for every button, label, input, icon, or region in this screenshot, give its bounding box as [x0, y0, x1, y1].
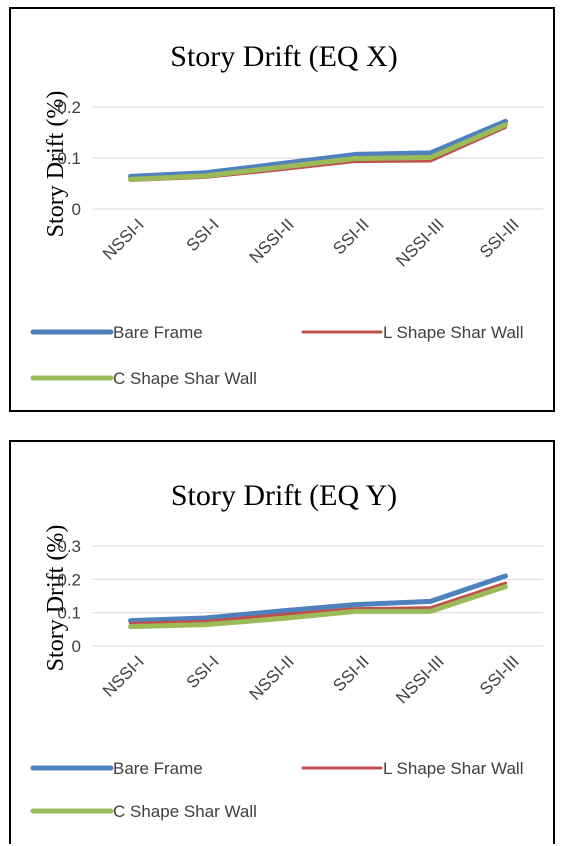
- series-line-l-shape-shar-wall: [129, 581, 507, 625]
- chart-title: Story Drift (EQ Y): [171, 479, 397, 512]
- y-tick-label: 0.3: [57, 537, 81, 556]
- y-tick-label: 0: [72, 200, 81, 219]
- x-tick-label: SSI-III: [476, 215, 523, 262]
- legend-label: Bare Frame: [113, 323, 203, 342]
- x-tick-label: NSSI-I: [99, 652, 148, 701]
- series-line-c-shape-shar-wall: [128, 122, 508, 182]
- x-tick-label: SSI-III: [476, 652, 523, 699]
- chart-panel-eq-y: Story Drift (EQ Y) Story Drift (%) 0 0.1 0.2…: [9, 440, 555, 844]
- x-tick-label: NSSI-III: [392, 215, 448, 271]
- x-tick-label: SSI-II: [329, 652, 372, 695]
- chart-title: Story Drift (EQ X): [170, 40, 397, 73]
- series-line-bare-frame: [128, 118, 508, 179]
- series-line-c-shape-shar-wall: [128, 584, 508, 630]
- y-tick-label: 0: [72, 637, 81, 656]
- legend-label: L Shape Shar Wall: [383, 323, 523, 342]
- y-tick-label: 0.2: [57, 570, 81, 589]
- y-tick-label: 0.1: [57, 604, 81, 623]
- y-tick-label: 0.1: [57, 149, 81, 168]
- legend-label: C Shape Shar Wall: [113, 802, 257, 821]
- chart-panel-eq-x: Story Drift (EQ X) Story Drift (%) 0 0.1 0.2…: [9, 7, 555, 412]
- chart-svg-eq-x: Story Drift (EQ X) Story Drift (%) 0 0.1 0.2…: [30, 40, 543, 388]
- x-tick-label: NSSI-I: [99, 215, 148, 264]
- x-tick-label: NSSI-III: [392, 652, 448, 708]
- y-tick-label: 0.2: [57, 98, 81, 117]
- x-tick-label: NSSI-II: [246, 215, 298, 267]
- y-axis-label: Story Drift (%): [43, 91, 69, 238]
- x-tick-label: NSSI-II: [246, 652, 298, 704]
- y-axis-label: Story Drift (%): [43, 525, 69, 672]
- x-tick-label: SSI-I: [183, 652, 223, 692]
- x-tick-label: SSI-II: [329, 215, 372, 258]
- x-tick-label: SSI-I: [183, 215, 223, 255]
- legend-label: Bare Frame: [113, 759, 203, 778]
- legend-label: C Shape Shar Wall: [113, 369, 257, 388]
- series-line-bare-frame: [128, 573, 508, 624]
- chart-svg-eq-y: Story Drift (EQ Y) Story Drift (%) 0 0.1 0.2…: [30, 479, 543, 821]
- legend-label: L Shape Shar Wall: [383, 759, 523, 778]
